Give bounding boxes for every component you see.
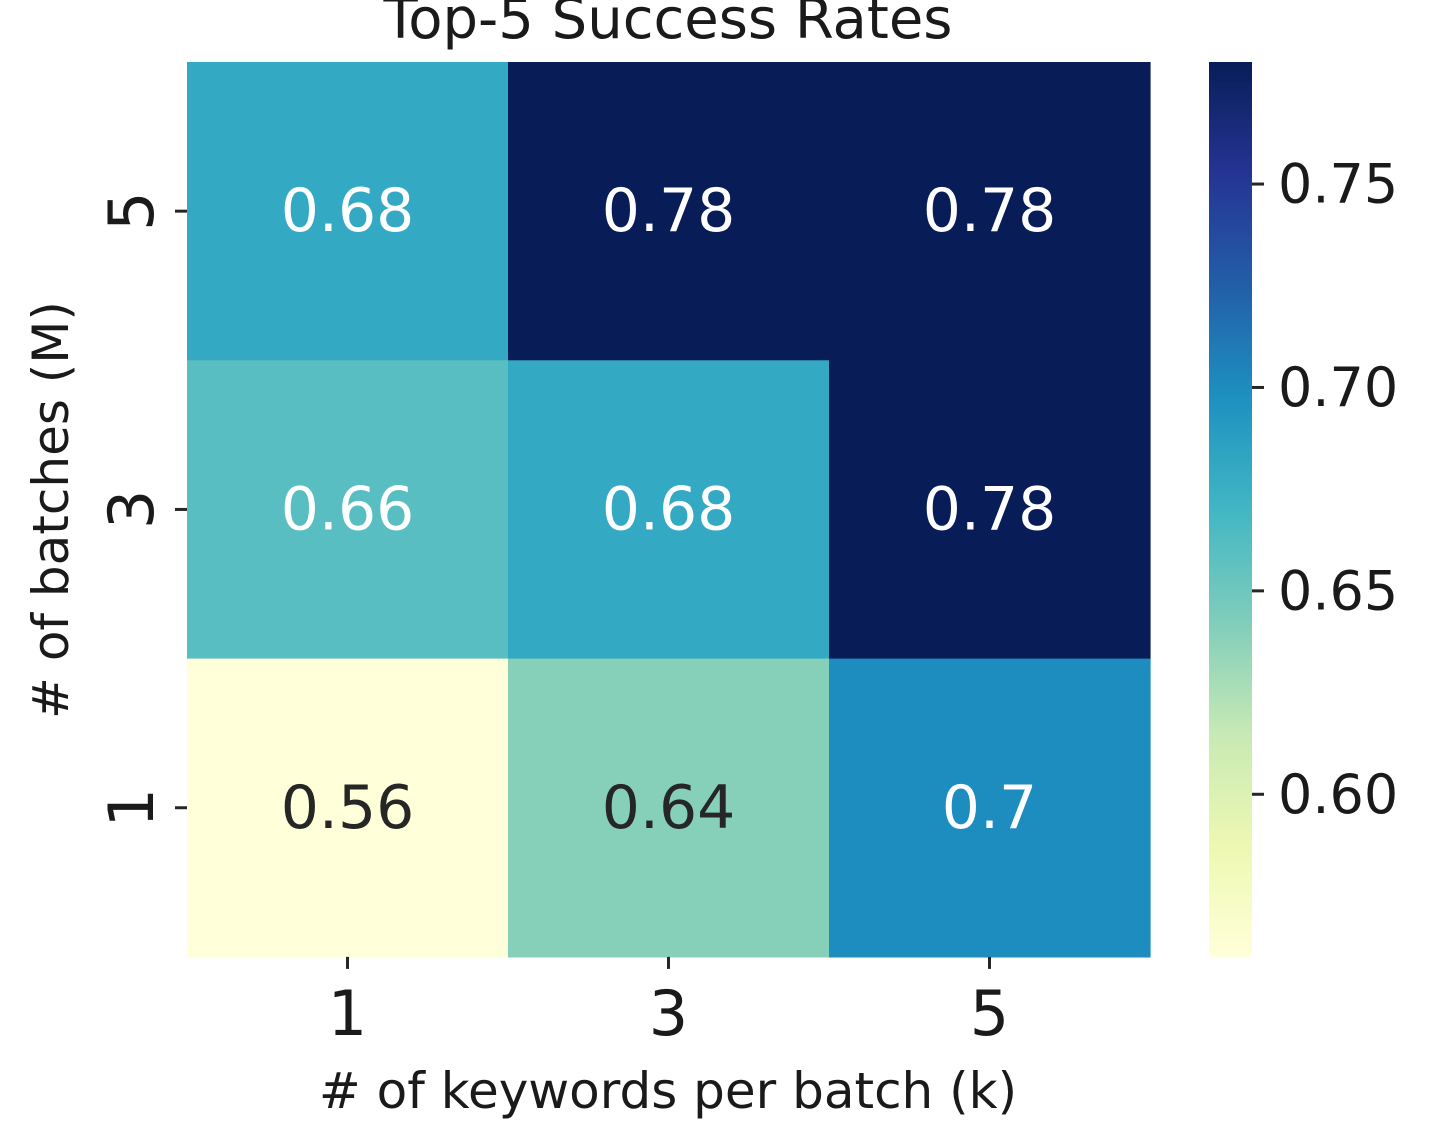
cell-value-label: 0.68 — [281, 176, 415, 246]
cell-value-label: 0.78 — [923, 176, 1057, 246]
cell-value-label: 0.7 — [942, 773, 1037, 843]
cell-value-label: 0.56 — [281, 773, 415, 843]
colorbar-tick-label: 0.65 — [1278, 559, 1398, 622]
cell-value-label: 0.78 — [602, 176, 736, 246]
x-axis-label: # of keywords per batch (k) — [319, 1062, 1017, 1120]
colorbar-tick-label: 0.60 — [1278, 763, 1398, 826]
heatmap-cell — [187, 360, 509, 660]
y-axis: 5 3 1 — [95, 191, 187, 827]
x-tick-label: 3 — [649, 977, 688, 1050]
x-tick-label: 5 — [970, 977, 1009, 1050]
colorbar — [1209, 62, 1252, 957]
colorbar-tick-label: 0.75 — [1278, 153, 1398, 216]
heatmap-cell — [508, 658, 830, 958]
y-tick-label: 3 — [95, 490, 168, 529]
heatmap-cell — [829, 62, 1151, 361]
heatmap-cell — [508, 360, 830, 660]
heatmap-cell — [187, 658, 509, 958]
cell-value-label: 0.64 — [602, 773, 736, 843]
heatmap-cell — [508, 62, 830, 361]
chart-title: Top-5 Success Rates — [383, 0, 953, 52]
heatmap-cell — [829, 658, 1151, 958]
colorbar-ticks: 0.60 0.65 0.70 0.75 — [1252, 153, 1398, 826]
cell-value-label: 0.66 — [281, 474, 415, 544]
y-tick-label: 1 — [95, 788, 168, 827]
cell-value-label: 0.68 — [602, 474, 736, 544]
cell-value-label: 0.78 — [923, 474, 1057, 544]
y-tick-label: 5 — [95, 191, 168, 230]
y-axis-label: # of batches (M) — [22, 301, 80, 719]
colorbar-tick-label: 0.70 — [1278, 356, 1398, 419]
heatmap-cells: 0.68 0.78 0.78 0.66 0.68 0.78 0.56 0.64 0.7 — [187, 62, 1151, 958]
heatmap-cell — [187, 62, 509, 361]
heatmap-cell — [829, 360, 1151, 660]
x-axis: 1 3 5 — [328, 956, 1009, 1050]
x-tick-label: 1 — [328, 977, 367, 1050]
